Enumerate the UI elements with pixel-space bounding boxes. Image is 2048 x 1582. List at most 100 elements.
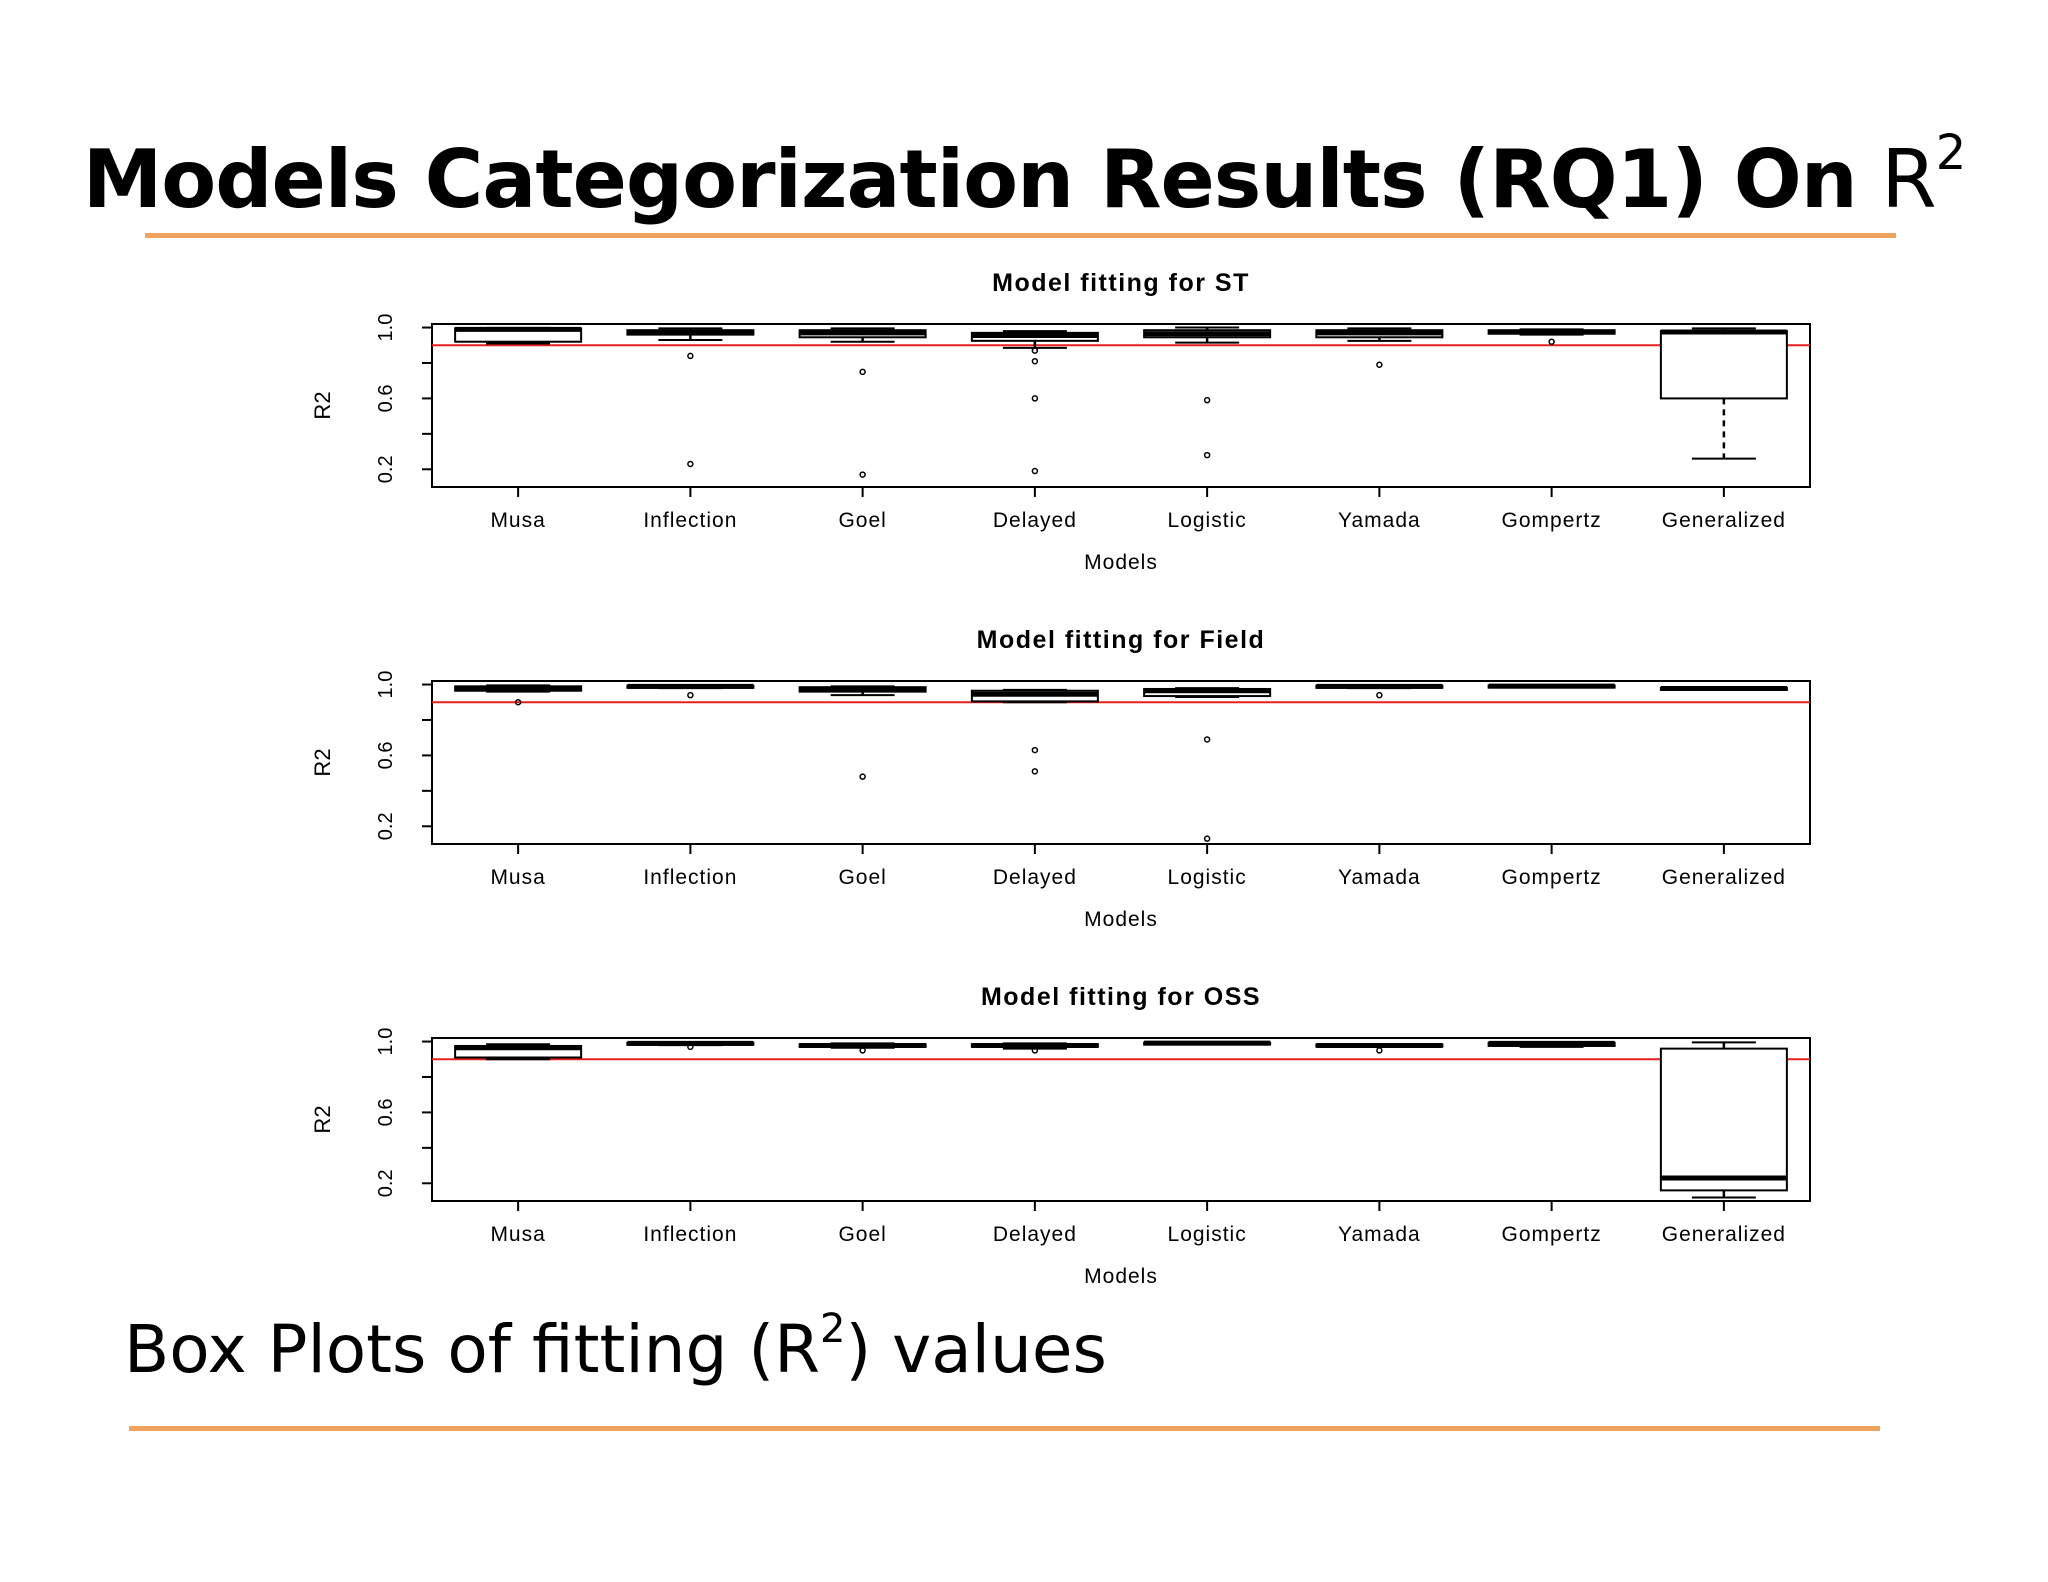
y-axis-label: R2 <box>310 1105 335 1133</box>
x-tick-label: Gompertz <box>1502 1223 1602 1246</box>
box-goel <box>798 1042 927 1054</box>
outlier-point <box>1031 395 1039 402</box>
slide-title-text: Models Categorization Results (RQ1) On <box>82 133 1858 226</box>
box-generalized <box>1659 685 1788 691</box>
x-tick-label: Inflection <box>643 866 737 889</box>
box-musa <box>454 326 583 345</box>
box-gompertz <box>1487 1040 1616 1048</box>
y-tick-label: 0.2 <box>375 455 397 483</box>
x-tick-label: Logistic <box>1168 1223 1247 1246</box>
box-logistic <box>1143 687 1272 842</box>
x-tick-label: Generalized <box>1662 509 1786 532</box>
box-yamada <box>1315 683 1444 699</box>
outlier-point <box>1203 451 1211 459</box>
box-yamada <box>1315 327 1444 368</box>
slide-title-superscript: 2 <box>1935 125 1967 181</box>
outlier-point <box>1376 361 1383 368</box>
slide-caption: Box Plots of fitting (R2) values <box>124 1309 1107 1390</box>
x-tick-label: Delayed <box>993 509 1077 532</box>
outlier-point <box>1031 347 1039 354</box>
chart-panel-3: Model fitting for OSS 0.2 0.6 1.0 R2 Musa Infl… <box>310 983 1811 1288</box>
outlier-point <box>1031 746 1039 754</box>
x-axis-label: Models <box>1084 551 1158 574</box>
box-logistic <box>1143 326 1272 459</box>
box-gompertz <box>1487 683 1616 689</box>
box-body <box>1659 1047 1788 1192</box>
x-tick-label: Generalized <box>1662 866 1786 889</box>
box-musa <box>454 684 583 706</box>
x-axis-label: Models <box>1084 1265 1158 1288</box>
x-tick-label: Gompertz <box>1502 509 1602 532</box>
y-tick-label: 1.0 <box>375 314 397 342</box>
outlier-point <box>1031 467 1039 475</box>
top-divider <box>145 233 1896 238</box>
x-tick-label: Yamada <box>1338 1223 1421 1246</box>
outlier-point <box>859 368 866 376</box>
caption-text-start: Box Plots of fitting (R <box>124 1311 820 1388</box>
outlier-point <box>859 471 866 478</box>
box-generalized <box>1659 327 1788 460</box>
x-tick-label: Yamada <box>1338 509 1421 532</box>
box-generalized <box>1659 1041 1788 1199</box>
box-inflection <box>626 683 755 699</box>
slide-title-r: R <box>1881 133 1937 226</box>
y-tick-label: 0.6 <box>375 385 397 413</box>
box-inflection <box>626 1040 755 1051</box>
y-tick-label: 0.2 <box>375 1169 397 1197</box>
box-musa <box>454 1043 583 1061</box>
x-tick-label: Inflection <box>643 1223 737 1246</box>
chart-title: Model fitting for OSS <box>981 983 1261 1011</box>
x-tick-label: Logistic <box>1168 866 1247 889</box>
box-gompertz <box>1487 328 1616 345</box>
plot-frame <box>431 680 1811 845</box>
outlier-point <box>1376 1047 1383 1054</box>
box-delayed <box>970 1042 1099 1054</box>
chart-title: Model fitting for ST <box>992 269 1250 297</box>
y-tick-label: 1.0 <box>375 1028 397 1056</box>
x-tick-label: Delayed <box>993 866 1077 889</box>
box-logistic <box>1143 1040 1272 1046</box>
x-tick-label: Yamada <box>1338 866 1421 889</box>
x-tick-label: Generalized <box>1662 1223 1786 1246</box>
x-tick-label: Delayed <box>993 1223 1077 1246</box>
chart-panel-2: Model fitting for Field 0.2 0.6 1.0 R2 Musa In… <box>310 626 1811 931</box>
caption-text-end: ) values <box>845 1311 1107 1388</box>
box-delayed <box>970 688 1099 775</box>
outlier-point <box>687 691 694 699</box>
outlier-point <box>687 352 694 360</box>
outlier-point <box>1203 835 1211 842</box>
box-goel <box>798 327 927 478</box>
outlier-point <box>1203 736 1211 743</box>
chart-panel-1: Model fitting for ST 0.2 0.6 1.0 R2 Musa Infle… <box>310 269 1811 574</box>
box-yamada <box>1315 1042 1444 1054</box>
x-tick-label: Gompertz <box>1502 866 1602 889</box>
bottom-divider <box>129 1426 1880 1431</box>
x-tick-label: Goel <box>838 1223 886 1246</box>
outlier-point <box>1031 1047 1039 1054</box>
x-tick-label: Logistic <box>1168 509 1247 532</box>
outlier-point <box>687 1043 694 1051</box>
caption-superscript: 2 <box>820 1306 846 1352</box>
x-tick-label: Musa <box>490 866 545 889</box>
box-delayed <box>970 330 1099 475</box>
chart-title: Model fitting for Field <box>977 626 1266 654</box>
outlier-point <box>514 699 522 706</box>
x-tick-label: Musa <box>490 1223 545 1246</box>
x-tick-label: Goel <box>838 866 886 889</box>
x-tick-label: Goel <box>838 509 886 532</box>
y-tick-label: 0.6 <box>375 1099 397 1127</box>
outlier-point <box>1548 338 1555 345</box>
y-tick-label: 1.0 <box>375 671 397 699</box>
y-tick-label: 0.2 <box>375 812 397 840</box>
outlier-point <box>687 460 694 468</box>
box-inflection <box>626 327 755 468</box>
outlier-point <box>1031 357 1039 365</box>
outlier-point <box>859 1047 866 1054</box>
box-goel <box>798 685 927 780</box>
slide-title: Models Categorization Results (RQ1) On R… <box>0 129 2048 230</box>
outlier-point <box>1031 768 1039 775</box>
x-axis-label: Models <box>1084 908 1158 931</box>
y-axis-label: R2 <box>310 748 335 776</box>
plot-frame <box>431 323 1811 488</box>
